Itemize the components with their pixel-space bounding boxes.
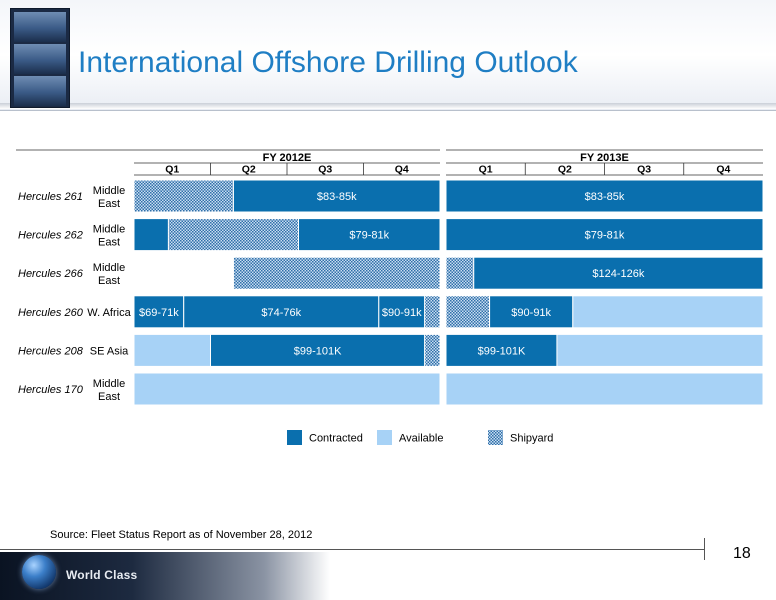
rig-region: East [98, 275, 120, 287]
segment-rate-label: $79-81k [349, 230, 389, 242]
segment-rate-label: $83-85k [317, 191, 357, 203]
rig-region: Middle [93, 378, 125, 390]
gantt-segment-available [133, 333, 211, 367]
rig-region: Middle [93, 185, 125, 197]
quarter-label: Q4 [395, 164, 409, 176]
rig-name: Hercules 170 [18, 384, 84, 396]
gantt-segment-shipyard [133, 179, 234, 213]
gantt-segment-contracted [445, 179, 764, 213]
legend-label-contracted: Contracted [309, 433, 363, 445]
legend-swatch-available [377, 430, 392, 445]
legend-swatch-shipyard [488, 430, 503, 445]
gantt-segment-contracted [133, 218, 169, 252]
source-note: Source: Fleet Status Report as of Novemb… [50, 529, 313, 541]
slide-title: International Offshore Drilling Outlook [78, 46, 578, 79]
segment-rate-label: $74-76k [261, 307, 301, 319]
footer-brand: World Class [66, 568, 138, 582]
gantt-segment-contracted [473, 256, 764, 290]
rig-region: SE Asia [90, 345, 129, 357]
segment-rate-label: $79-81k [585, 230, 625, 242]
quarter-label: Q4 [716, 164, 730, 176]
gantt-segment-contracted [183, 295, 380, 329]
gantt-segment-contracted [445, 218, 764, 252]
gantt-segment-shipyard [167, 218, 299, 252]
period-label: FY 2013E [580, 152, 629, 164]
rig-photo-3 [14, 76, 66, 106]
segment-rate-label: $124-126k [592, 268, 644, 280]
gantt-segment-shipyard [424, 295, 441, 329]
rig-region: East [98, 391, 120, 403]
segment-rate-label: $69-71k [139, 307, 179, 319]
footer-divider-tick [704, 538, 705, 560]
rig-photo-1 [14, 12, 66, 42]
legend-label-shipyard: Shipyard [510, 433, 553, 445]
drilling-outlook-chart: FY 2012E Q1 Q2 Q3 Q4 FY 2013E Q1 Q2 Q3 Q4 Hercules… [16, 149, 764, 445]
rig-photo-strip [10, 8, 70, 108]
period-label: FY 2012E [263, 152, 312, 164]
segment-rate-label: $90-91k [382, 307, 422, 319]
segment-rate-label: $90-91k [511, 307, 551, 319]
segment-rate-label: $99-101K [294, 345, 342, 357]
segment-rate-label: $83-85k [585, 191, 625, 203]
gantt-segment-shipyard [445, 256, 475, 290]
quarter-label: Q1 [479, 164, 493, 176]
rig-region: East [98, 237, 120, 249]
gantt-segment-available [572, 295, 764, 329]
gantt-segment-available [556, 333, 764, 367]
rig-region: East [98, 198, 120, 210]
rig-name: Hercules 261 [18, 191, 83, 203]
rig-region: W. Africa [87, 307, 131, 319]
page-number: 18 [733, 545, 751, 562]
gantt-segment-available [133, 372, 441, 406]
rig-name: Hercules 208 [18, 345, 84, 357]
globe-icon [22, 555, 56, 589]
gantt-segment-contracted [297, 218, 441, 252]
footer-divider [0, 549, 704, 550]
segment-rate-label: $99-101K [478, 345, 526, 357]
legend-label-available: Available [399, 433, 443, 445]
gantt-segment-contracted [445, 333, 558, 367]
gantt-segment-contracted [133, 295, 185, 329]
gantt-segment-shipyard [424, 333, 441, 367]
legend-swatch-contracted [287, 430, 302, 445]
rig-name: Hercules 262 [18, 230, 83, 242]
slide-header: International Offshore Drilling Outlook [0, 0, 776, 111]
gantt-segment-contracted [232, 179, 441, 213]
rig-name: Hercules 260 [18, 307, 84, 319]
rig-photo-2 [14, 44, 66, 74]
quarter-label: Q3 [637, 164, 651, 176]
quarter-label: Q2 [558, 164, 572, 176]
header-shadow [0, 103, 776, 109]
rig-name: Hercules 266 [18, 268, 84, 280]
gantt-segment-shipyard [232, 256, 441, 290]
quarter-label: Q3 [318, 164, 332, 176]
rig-region: Middle [93, 262, 125, 274]
quarter-label: Q1 [165, 164, 179, 176]
gantt-segment-shipyard [445, 295, 491, 329]
gantt-segment-available [445, 372, 764, 406]
rig-region: Middle [93, 224, 125, 236]
quarter-label: Q2 [242, 164, 256, 176]
gantt-segment-contracted [378, 295, 426, 329]
